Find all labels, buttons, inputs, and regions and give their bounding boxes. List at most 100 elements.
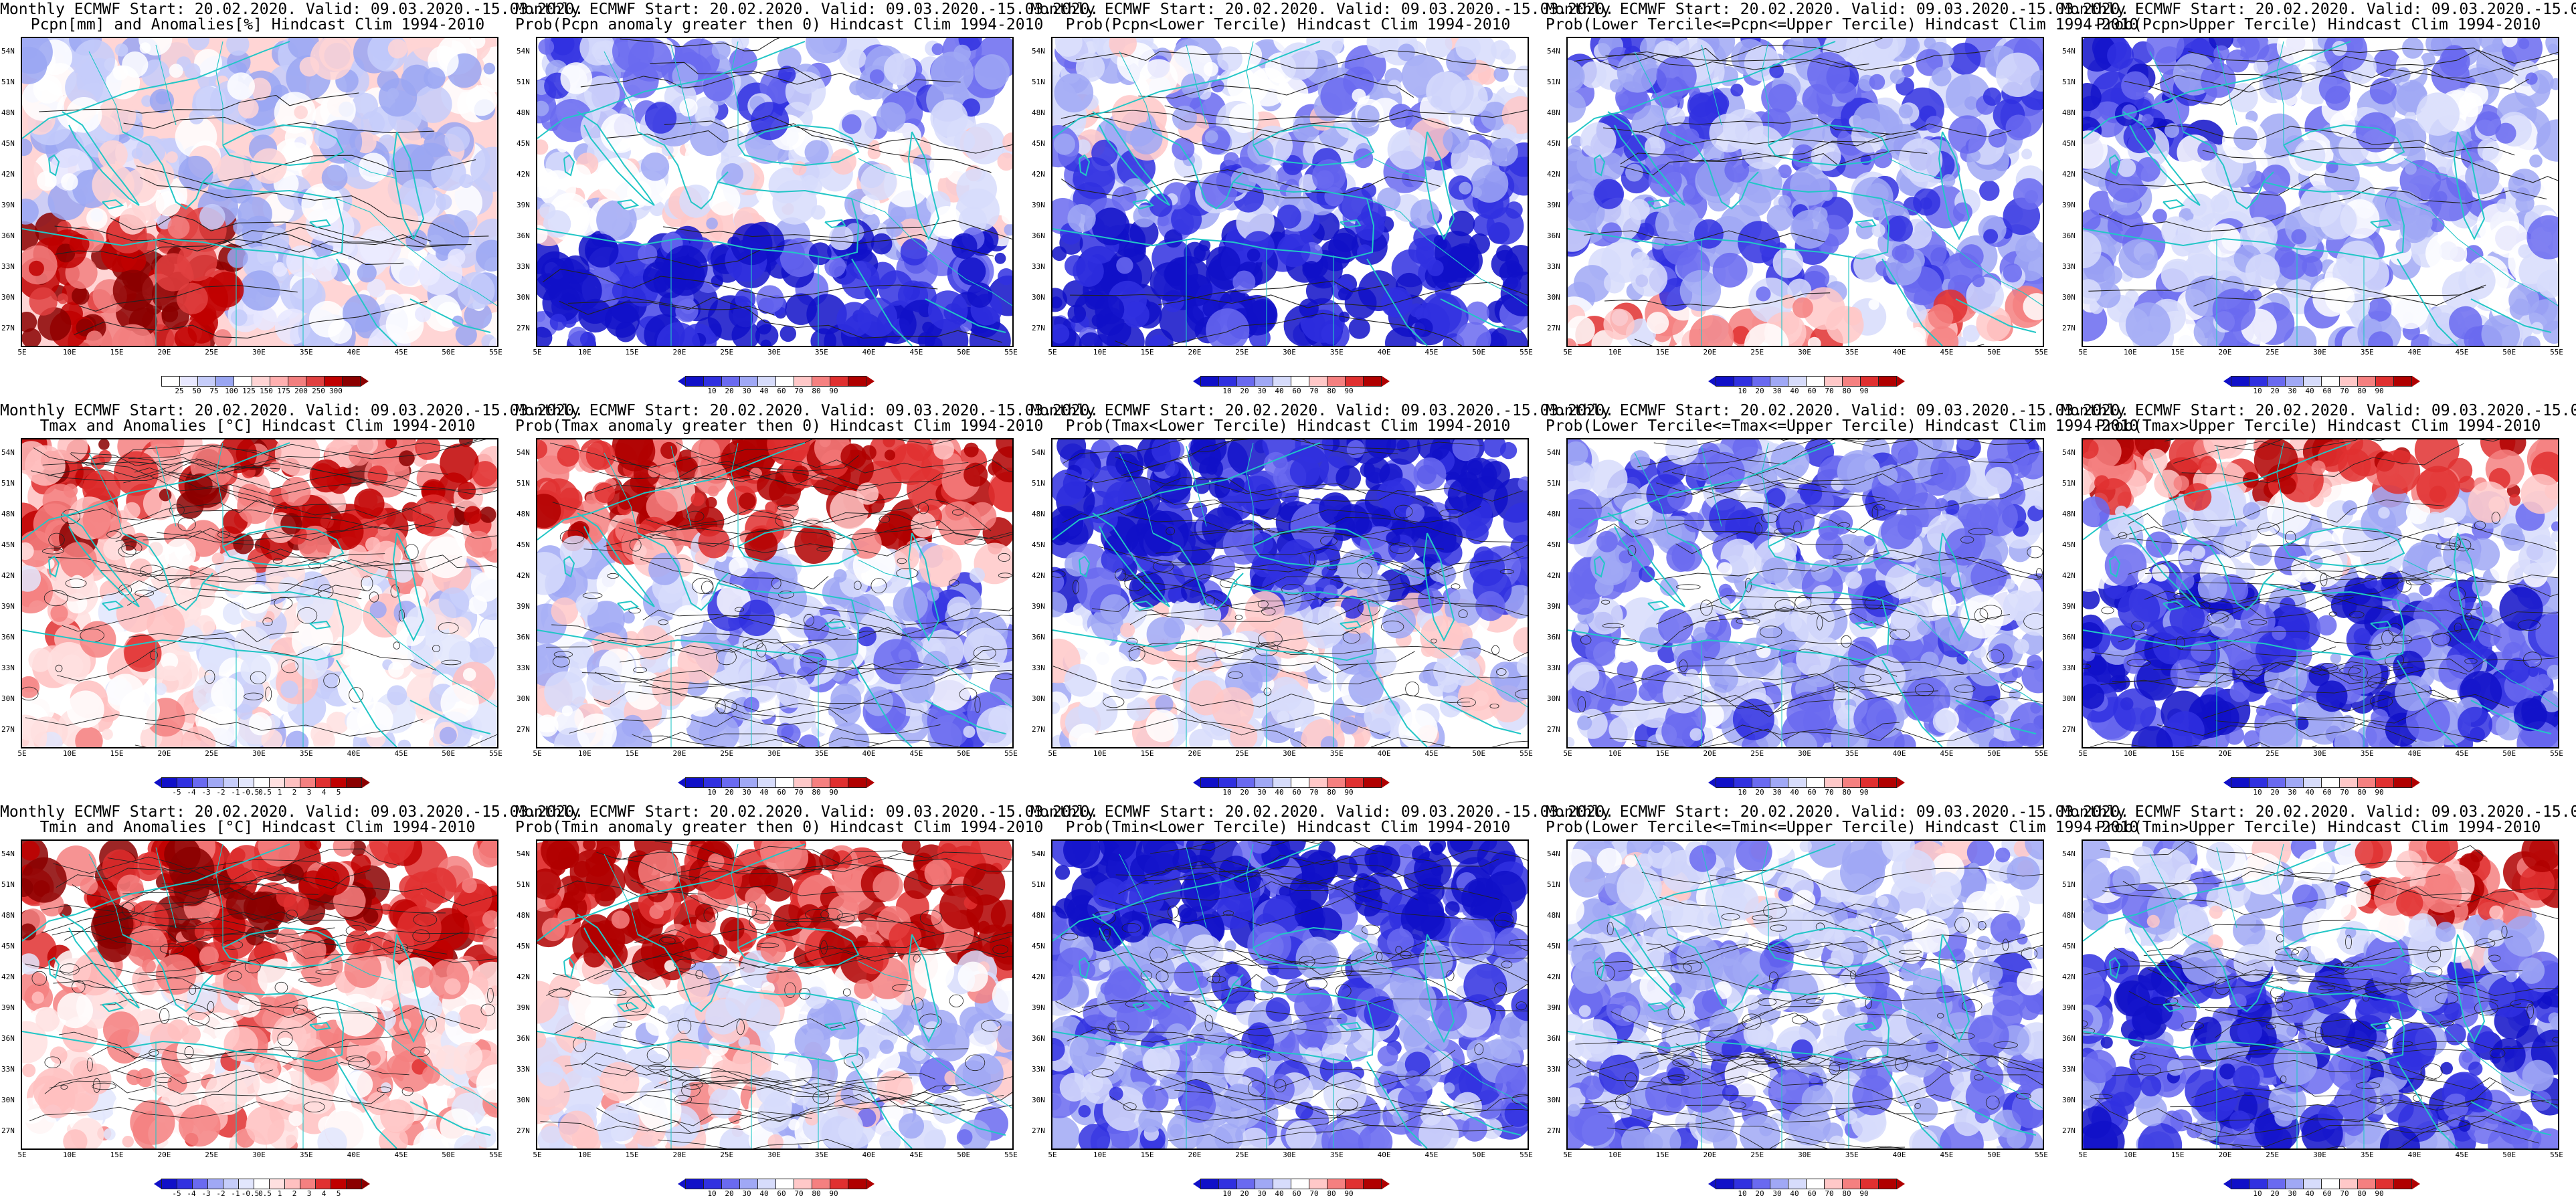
colorbar-label: 90: [1344, 387, 1354, 395]
colorbar-min-triangle: [1193, 376, 1201, 387]
colorbar-min-triangle: [154, 1179, 162, 1189]
lon-tick-label: 10E: [577, 1150, 591, 1159]
map-frame: [536, 839, 1014, 1150]
colorbar-label: 40: [1790, 788, 1799, 797]
colorbar-label: 80: [2357, 387, 2367, 395]
colorbar-swatch: [1716, 777, 1734, 788]
lat-tick-label: 54N: [1, 47, 15, 56]
colorbar: [1708, 376, 1905, 387]
colorbar-label: 30: [1257, 1189, 1267, 1198]
lon-tick-label: 5E: [1563, 749, 1572, 758]
lon-tick-label: 15E: [625, 749, 639, 758]
colorbar-swatch: [1200, 1179, 1219, 1189]
lon-tick-label: 35E: [299, 1150, 313, 1159]
colorbar-swatch: [1218, 1179, 1237, 1189]
colorbar-label: 90: [2375, 788, 2384, 797]
colorbar-label: -4: [187, 788, 196, 797]
colorbar-swatch: [1842, 1179, 1861, 1189]
lat-tick-label: 39N: [517, 1003, 530, 1012]
colorbar: [678, 1179, 875, 1189]
lat-tick-label: 30N: [2062, 694, 2076, 703]
lon-tick-label: 10E: [62, 348, 76, 357]
map-panel-prob-pcpn-gt-upper: Monthly ECMWF Start: 20.02.2020. Valid: …: [2061, 0, 2576, 401]
panel-title-line2: Prob(Pcpn anomaly greater then 0) Hindca…: [515, 16, 1044, 33]
lat-tick-label: 36N: [1, 231, 15, 240]
lon-tick-label: 35E: [299, 348, 313, 357]
colorbar-swatch: [775, 376, 794, 387]
colorbar-label: 90: [829, 788, 838, 797]
colorbar-swatch: [342, 376, 361, 387]
lon-tick-label: 35E: [2360, 1150, 2374, 1159]
lon-tick-label: 45E: [1424, 348, 1439, 357]
lon-tick-label: 15E: [110, 1150, 124, 1159]
lon-tick-label: 30E: [2313, 348, 2326, 357]
colorbar-swatch: [306, 376, 325, 387]
map-frame: [536, 438, 1014, 748]
colorbar-swatch: [1255, 1179, 1273, 1189]
lat-tick-label: 51N: [2062, 880, 2076, 889]
lat-tick-label: 51N: [1, 78, 15, 86]
colorbar-swatch: [1309, 777, 1327, 788]
lat-tick-label: 51N: [1, 479, 15, 488]
panel-title-line2: Prob(Pcpn>Upper Tercile) Hindcast Clim 1…: [2096, 16, 2541, 33]
colorbar-swatch: [1806, 376, 1825, 387]
lat-tick-label: 42N: [1547, 170, 1560, 179]
colorbar-label: 10: [2253, 1189, 2262, 1198]
lat-tick-label: 51N: [517, 78, 530, 86]
panel-title-line2: Prob(Tmin<Lower Tercile) Hindcast Clim 1…: [1065, 819, 1511, 836]
colorbar-swatch: [192, 1179, 208, 1189]
colorbar-swatch: [207, 1179, 223, 1189]
colorbar-swatch: [794, 376, 812, 387]
lon-tick-label: 20E: [157, 1150, 171, 1159]
lon-tick-label: 30E: [2313, 749, 2326, 758]
colorbar-swatch: [1327, 777, 1346, 788]
lon-tick-label: 25E: [205, 749, 219, 758]
lon-tick-label: 55E: [489, 1150, 502, 1159]
lat-tick-label: 27N: [1547, 324, 1560, 332]
colorbar-label: 30: [1772, 1189, 1782, 1198]
lon-tick-label: 25E: [2266, 749, 2280, 758]
colorbar-swatch: [269, 1179, 285, 1189]
colorbar-swatch: [161, 777, 177, 788]
map-field: [1568, 38, 2043, 346]
colorbar-swatch: [1218, 376, 1237, 387]
map-frame: [2082, 839, 2559, 1150]
lon-tick-label: 30E: [252, 348, 266, 357]
colorbar-label: 70: [2340, 387, 2349, 395]
lon-tick-label: 10E: [2123, 749, 2137, 758]
lon-tick-label: 40E: [347, 348, 361, 357]
colorbar-swatch: [830, 1179, 848, 1189]
lat-tick-label: 54N: [1547, 849, 1560, 858]
colorbar-swatch: [1200, 376, 1219, 387]
colorbar-label: 20: [1755, 387, 1764, 395]
lon-tick-label: 15E: [625, 348, 639, 357]
lon-tick-label: 20E: [1703, 749, 1717, 758]
lon-tick-label: 45E: [1940, 348, 1954, 357]
lon-tick-label: 20E: [2218, 749, 2232, 758]
lat-tick-label: 51N: [1032, 880, 1045, 889]
colorbar-label: 70: [2340, 1189, 2349, 1198]
colorbar-label: -3: [201, 1189, 211, 1198]
colorbar-label: 70: [1825, 1189, 1834, 1198]
lat-tick-label: 36N: [1032, 633, 1045, 641]
lat-tick-label: 45N: [1, 942, 15, 950]
colorbar-label: 10: [707, 788, 717, 797]
lat-tick-label: 51N: [1547, 479, 1560, 488]
colorbar-swatch: [2303, 1179, 2322, 1189]
colorbar-max-triangle: [2412, 1179, 2420, 1189]
lat-tick-label: 27N: [1032, 725, 1045, 734]
colorbar-swatch: [1878, 777, 1897, 788]
colorbar-swatch: [2303, 777, 2322, 788]
lon-tick-label: 40E: [1892, 348, 1906, 357]
lon-tick-label: 55E: [1004, 749, 1018, 758]
lon-tick-label: 15E: [2171, 348, 2185, 357]
colorbar-swatch: [1770, 1179, 1788, 1189]
colorbar-swatch: [757, 376, 776, 387]
colorbar-label: 30: [2288, 788, 2297, 797]
panel-title-line1: Monthly ECMWF Start: 20.02.2020. Valid: …: [2061, 803, 2576, 821]
panel-title-line1: Monthly ECMWF Start: 20.02.2020. Valid: …: [1030, 803, 1615, 821]
lon-tick-label: 35E: [1845, 1150, 1859, 1159]
lat-tick-label: 33N: [1547, 262, 1560, 271]
lon-tick-label: 40E: [2407, 749, 2421, 758]
colorbar-max-triangle: [866, 1179, 875, 1189]
